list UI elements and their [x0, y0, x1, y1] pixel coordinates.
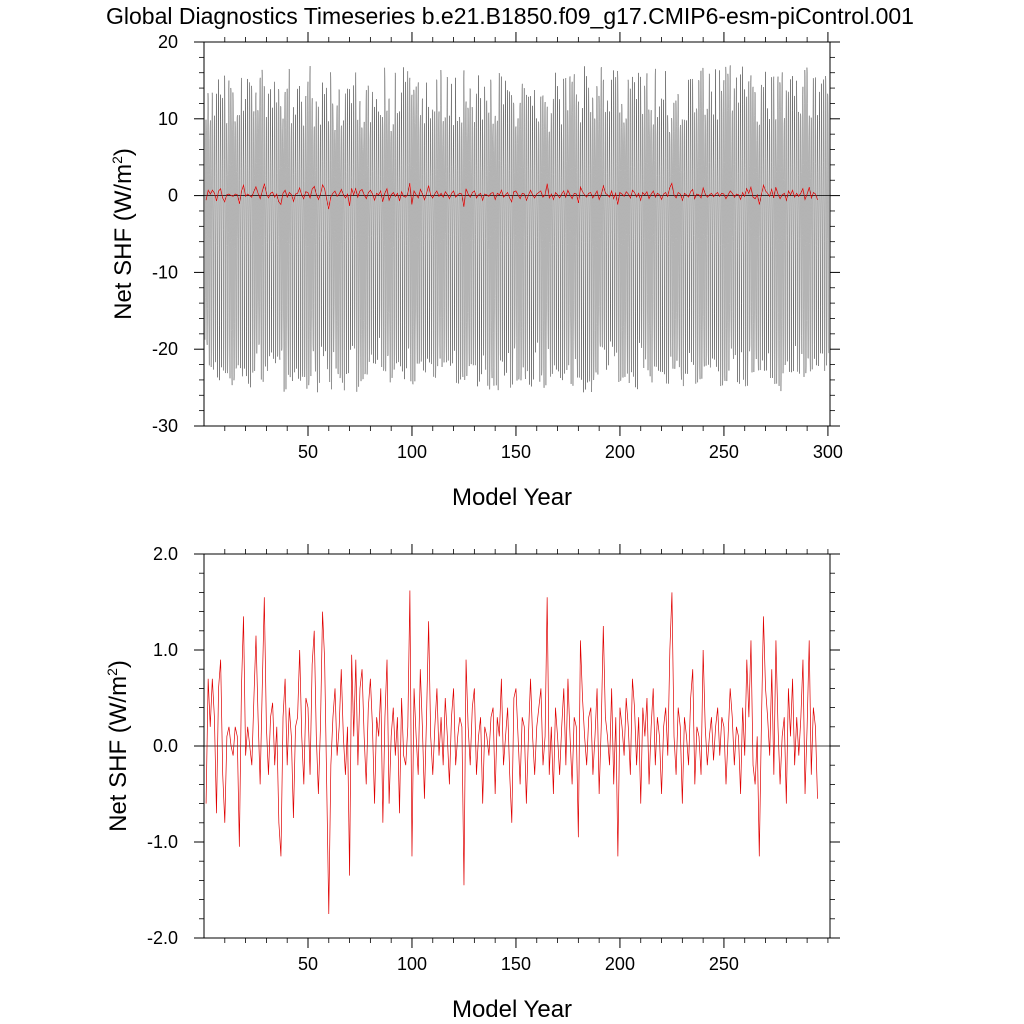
top-x-axis-label: Model Year: [452, 484, 572, 511]
bottom-y-tick-label-0: -2.0: [147, 928, 178, 948]
bottom-panel: 50 100 150 200 250 -2.0 -1.0 0.0 1.0 2.0 Model Ye…: [104, 544, 840, 1023]
top-x-tick-label-200: 200: [605, 442, 635, 462]
top-x-tick-label-50: 50: [298, 442, 318, 462]
bottom-x-axis-label: Model Year: [452, 996, 572, 1023]
top-y-axis-label-close: ): [110, 148, 137, 156]
top-x-tick-label-250: 250: [709, 442, 739, 462]
top-x-tick-label-100: 100: [397, 442, 427, 462]
top-plot-frame: [203, 41, 831, 427]
top-y-axis-label-sup: 2: [109, 156, 125, 164]
figure-title: Global Diagnostics Timeseries b.e21.B185…: [106, 3, 914, 29]
top-annual-series-line: [205, 182, 818, 210]
top-y-tick-label-1: -20: [152, 339, 178, 359]
top-y-tick-label-4: 10: [158, 109, 178, 129]
top-x-tick-label-150: 150: [501, 442, 531, 462]
bottom-y-axis-label-main: Net SHF (W/m: [105, 676, 132, 832]
bottom-x-tick-label-50: 50: [298, 954, 318, 974]
bottom-y-tick-label-3: 1.0: [153, 640, 178, 660]
top-y-axis-label: Net SHF (W/m2): [109, 148, 137, 320]
bottom-y-axis-label: Net SHF (W/m2): [104, 660, 132, 832]
top-y-axis-label-main: Net SHF (W/m: [110, 164, 137, 320]
bottom-y-tick-label-4: 2.0: [153, 544, 178, 564]
bottom-y-tick-label-2: 0.0: [153, 736, 178, 756]
top-monthly-series-line: [204, 65, 829, 393]
top-y-tick-label-2: -10: [152, 262, 178, 282]
top-y-tick-label-5: 20: [158, 32, 178, 52]
bottom-y-axis-label-close: ): [105, 660, 132, 668]
bottom-annual-series-line: [205, 590, 818, 915]
bottom-x-tick-label-250: 250: [709, 954, 739, 974]
bottom-x-tick-label-150: 150: [501, 954, 531, 974]
bottom-y-tick-label-1: -1.0: [147, 832, 178, 852]
bottom-x-tick-label-200: 200: [605, 954, 635, 974]
top-panel: 50 100 150 200 250 300 -30 -20 -10 0 10 20 Model Ye…: [109, 32, 843, 511]
top-y-tick-label-3: 0: [168, 186, 178, 206]
top-y-tick-label-0: -30: [152, 416, 178, 436]
bottom-y-axis-label-sup: 2: [104, 668, 120, 676]
bottom-x-tick-label-100: 100: [397, 954, 427, 974]
top-x-tick-label-300: 300: [813, 442, 843, 462]
